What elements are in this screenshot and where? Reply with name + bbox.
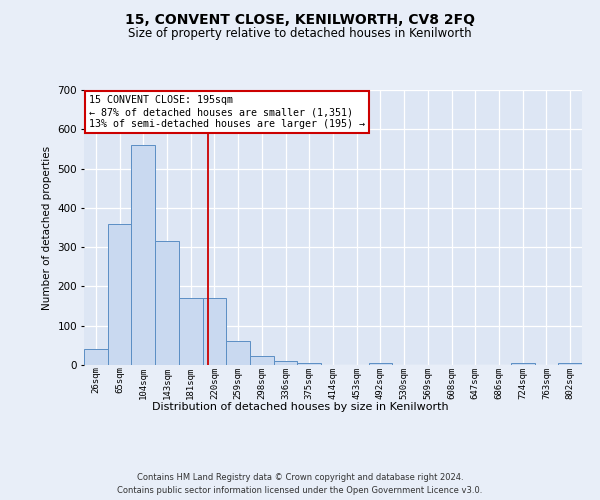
- Text: Size of property relative to detached houses in Kenilworth: Size of property relative to detached ho…: [128, 28, 472, 40]
- Bar: [298, 363, 321, 365]
- Text: 15 CONVENT CLOSE: 195sqm
← 87% of detached houses are smaller (1,351)
13% of sem: 15 CONVENT CLOSE: 195sqm ← 87% of detach…: [89, 96, 365, 128]
- Bar: [511, 363, 535, 365]
- Bar: [84, 350, 108, 365]
- Text: Distribution of detached houses by size in Kenilworth: Distribution of detached houses by size …: [152, 402, 448, 412]
- Text: 15, CONVENT CLOSE, KENILWORTH, CV8 2FQ: 15, CONVENT CLOSE, KENILWORTH, CV8 2FQ: [125, 12, 475, 26]
- Bar: [226, 342, 250, 365]
- Bar: [558, 363, 582, 365]
- Bar: [368, 363, 392, 365]
- Bar: [131, 145, 155, 365]
- Y-axis label: Number of detached properties: Number of detached properties: [42, 146, 52, 310]
- Bar: [274, 361, 298, 365]
- Bar: [203, 298, 226, 365]
- Bar: [179, 298, 203, 365]
- Bar: [108, 224, 131, 365]
- Bar: [155, 242, 179, 365]
- Bar: [250, 356, 274, 365]
- Text: Contains HM Land Registry data © Crown copyright and database right 2024.
Contai: Contains HM Land Registry data © Crown c…: [118, 474, 482, 495]
